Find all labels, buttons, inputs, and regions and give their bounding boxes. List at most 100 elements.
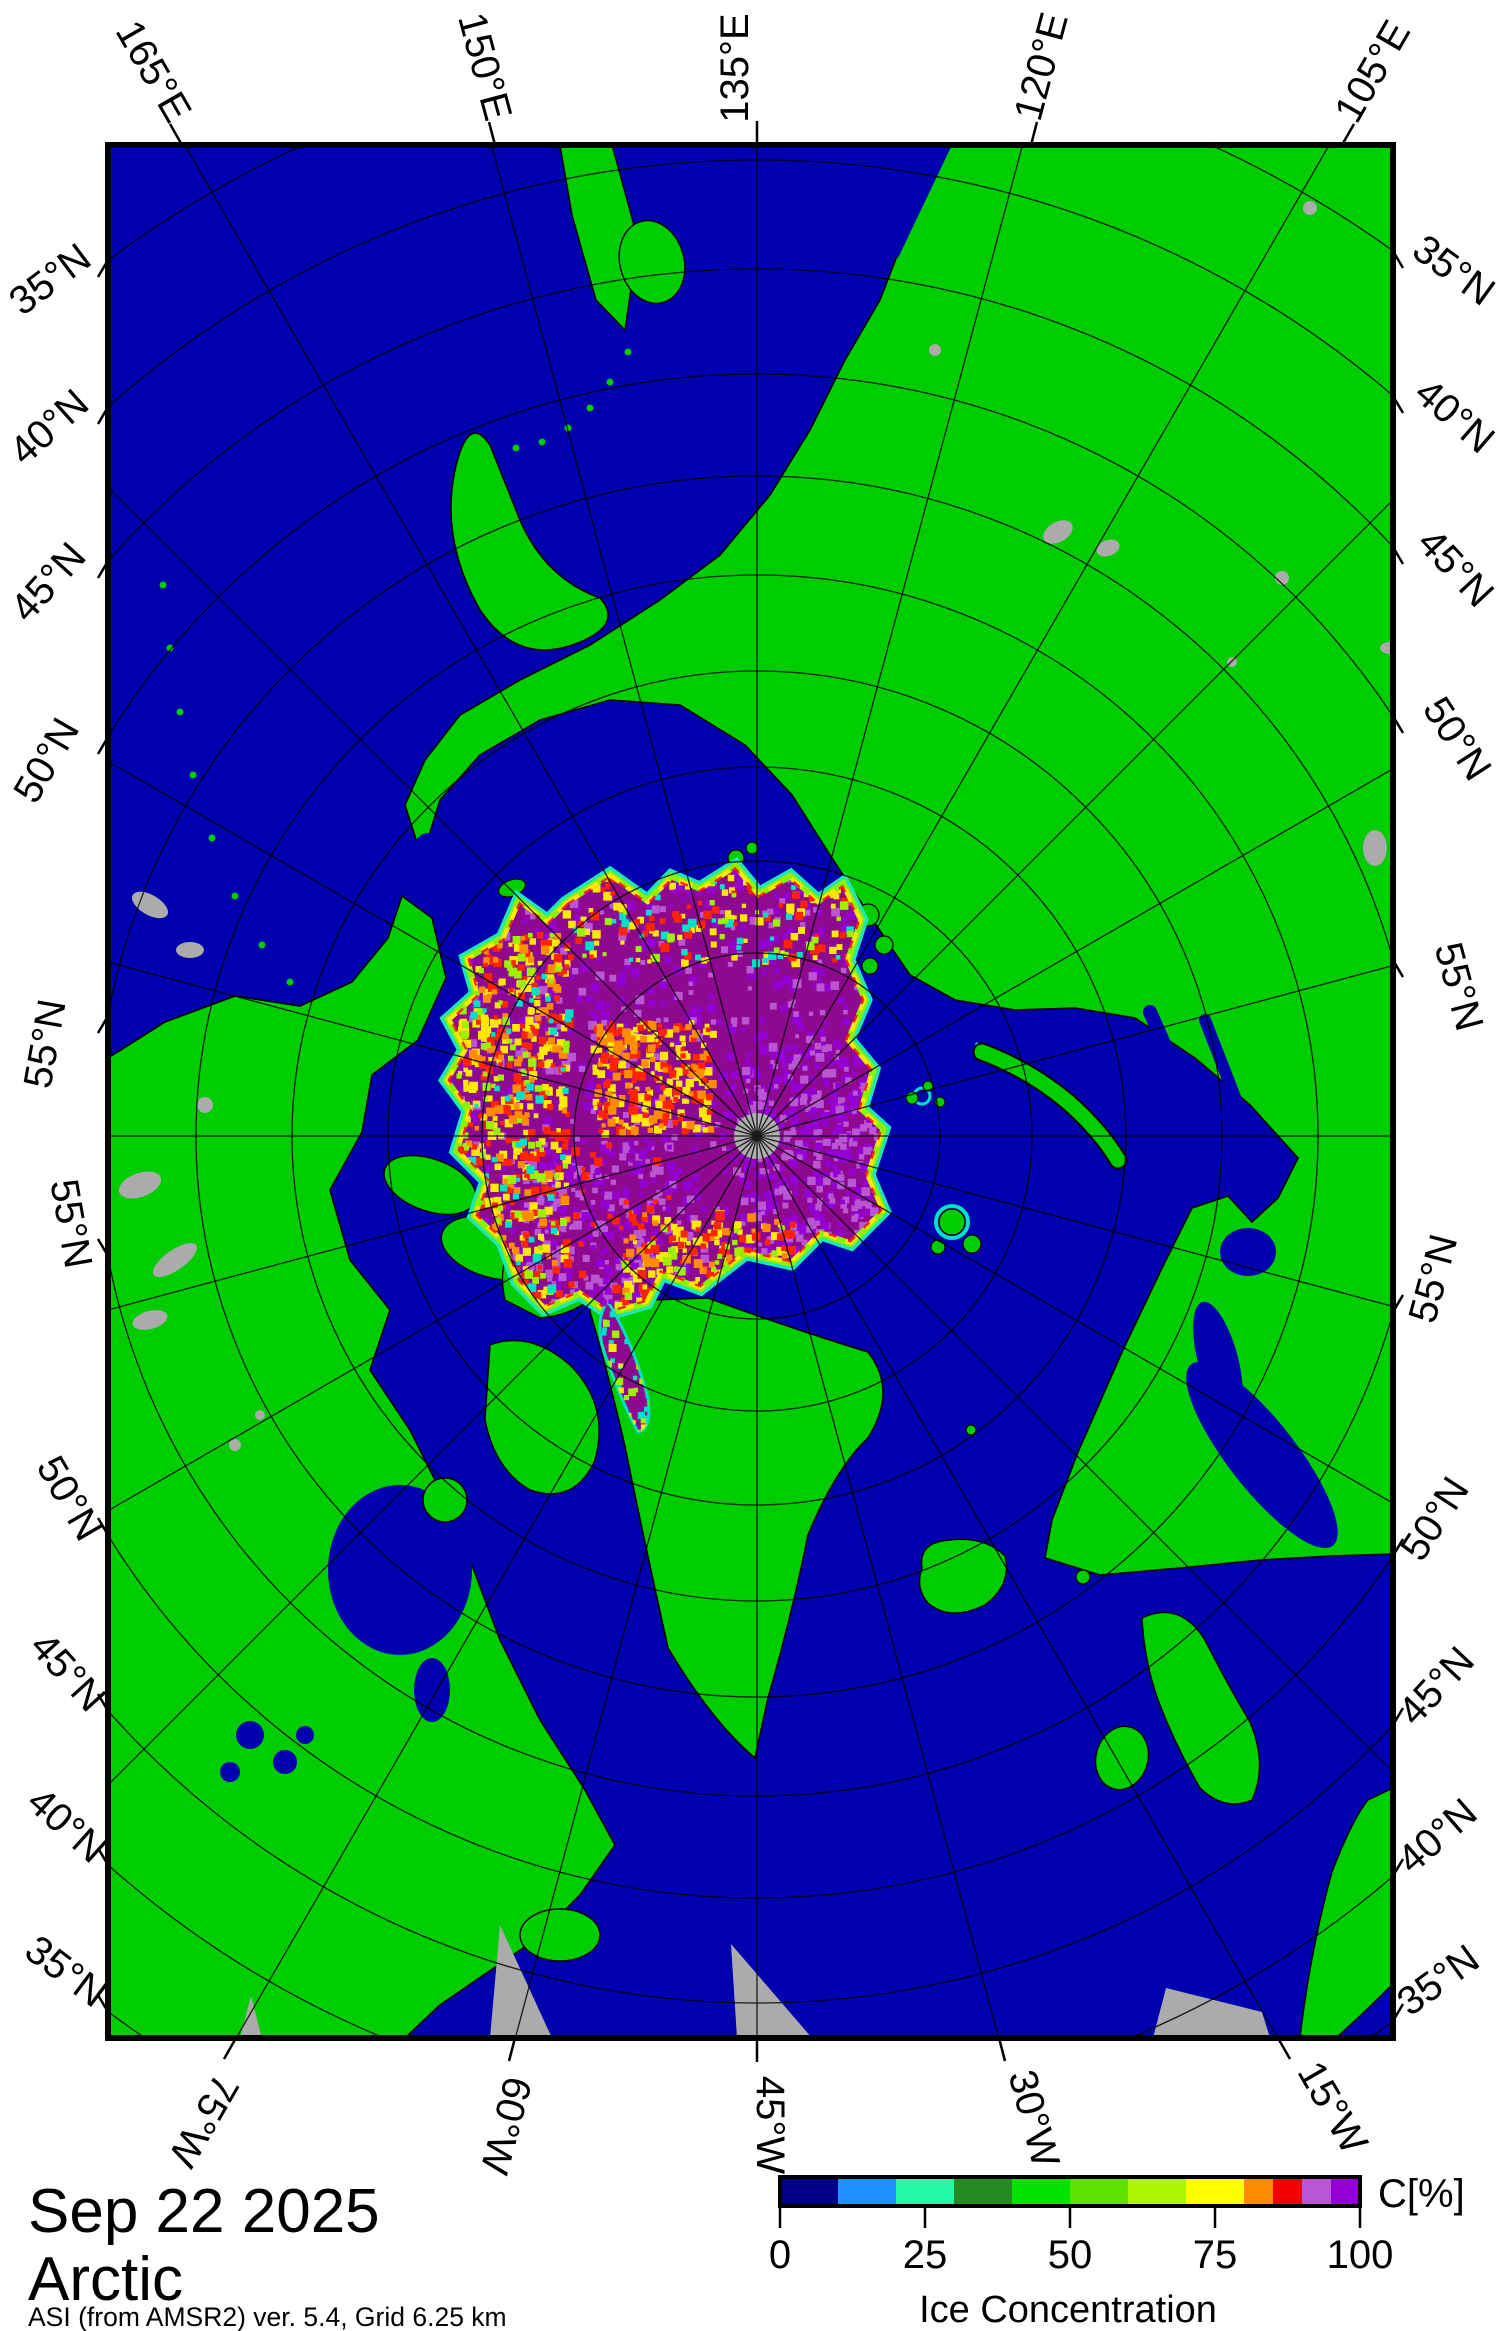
ice-speckle bbox=[772, 935, 780, 943]
ice-speckle bbox=[530, 913, 536, 920]
ice-speckle bbox=[506, 1159, 513, 1166]
ice-speckle bbox=[624, 1274, 630, 1279]
ice-speckle bbox=[794, 911, 804, 921]
attribution-text: ASI (from AMSR2) ver. 5.4, Grid 6.25 km bbox=[28, 2302, 507, 2331]
ice-speckle bbox=[848, 1137, 858, 1147]
ice-speckle bbox=[712, 906, 720, 914]
ice-speckle bbox=[539, 1147, 545, 1152]
ice-speckle bbox=[829, 946, 837, 955]
ice-speckle bbox=[639, 1238, 645, 1244]
ice-speckle bbox=[665, 1206, 672, 1212]
ice-speckle bbox=[791, 1117, 800, 1126]
ice-speckle bbox=[791, 1082, 801, 1092]
ice-speckle bbox=[588, 1021, 597, 1030]
ice-speckle bbox=[542, 1060, 550, 1069]
ice-speckle bbox=[622, 1052, 630, 1060]
ice-speckle bbox=[544, 1206, 553, 1215]
ice-speckle bbox=[480, 1200, 485, 1205]
ice-speckle bbox=[716, 1019, 723, 1026]
ice-speckle bbox=[790, 885, 796, 891]
ice-speckle bbox=[536, 931, 544, 939]
ice-speckle bbox=[604, 883, 611, 889]
ice-speckle bbox=[815, 1100, 824, 1109]
ice-speckle bbox=[842, 1106, 850, 1114]
ice-speckle bbox=[793, 1011, 799, 1017]
ice-speckle bbox=[752, 959, 761, 968]
ice-speckle bbox=[642, 1284, 648, 1290]
ice-speckle bbox=[608, 1299, 614, 1305]
ice-speckle bbox=[671, 1134, 678, 1141]
ice-speckle bbox=[516, 1103, 524, 1110]
ice-speckle bbox=[529, 997, 535, 1003]
ice-speckle bbox=[495, 1153, 504, 1162]
ice-speckle bbox=[483, 1072, 488, 1077]
ice-speckle bbox=[699, 1267, 707, 1275]
ice-speckle bbox=[596, 1292, 604, 1300]
ice-speckle bbox=[781, 1062, 787, 1069]
ice-speckle bbox=[688, 1071, 695, 1079]
ice-speckle bbox=[632, 1206, 641, 1215]
ice-speckle bbox=[796, 1234, 804, 1242]
ice-speckle bbox=[663, 1064, 673, 1074]
ice-speckle bbox=[602, 1277, 611, 1285]
ice-speckle bbox=[610, 1098, 619, 1107]
ice-speckle bbox=[590, 983, 600, 993]
ice-speckle bbox=[765, 1244, 772, 1251]
ice-speckle bbox=[680, 1063, 686, 1069]
meridian-line bbox=[756, 1135, 1393, 1504]
lon-label: 135°E bbox=[713, 13, 757, 122]
ice-speckle bbox=[653, 1157, 662, 1166]
ice-speckle bbox=[544, 1170, 553, 1180]
ice-speckle bbox=[655, 1100, 663, 1109]
ice-speckle bbox=[468, 957, 474, 963]
ice-speckle bbox=[484, 973, 493, 982]
ice-speckle bbox=[680, 1230, 688, 1238]
meridian-line bbox=[756, 1135, 1279, 2038]
ice-speckle bbox=[662, 1067, 669, 1073]
faroe-islands bbox=[1075, 1569, 1091, 1585]
ice-speckle bbox=[526, 1093, 533, 1101]
ice-speckle bbox=[685, 967, 692, 974]
ice-speckle bbox=[550, 1227, 558, 1235]
ice-speckle bbox=[495, 1046, 501, 1051]
ice-speckle bbox=[773, 947, 780, 953]
ice-speckle bbox=[572, 1212, 580, 1220]
ice-speckle bbox=[656, 1018, 661, 1023]
ice-speckle bbox=[814, 1042, 822, 1050]
ice-speckle bbox=[863, 1178, 871, 1186]
ice-speckle bbox=[528, 1141, 536, 1149]
ice-speckle bbox=[544, 1041, 552, 1049]
ice-speckle bbox=[516, 1273, 523, 1280]
ice-speckle bbox=[479, 1083, 484, 1089]
ice-speckle bbox=[619, 1225, 624, 1230]
ice-speckle bbox=[616, 1023, 624, 1031]
ice-speckle bbox=[548, 1018, 554, 1024]
ice-speckle bbox=[655, 1085, 662, 1092]
ice-speckle bbox=[824, 984, 832, 992]
ice-speckle bbox=[601, 1019, 608, 1026]
ice-speckle bbox=[578, 1241, 584, 1247]
ice-speckle bbox=[600, 1010, 610, 1020]
ice-speckle bbox=[498, 1062, 503, 1067]
ice-speckle bbox=[781, 1176, 787, 1182]
svalbard bbox=[962, 1234, 982, 1254]
ice-speckle bbox=[873, 1133, 880, 1141]
tick-35n-right bbox=[1391, 2003, 1405, 2022]
ice-speckle bbox=[747, 1051, 753, 1058]
meridian-line bbox=[756, 499, 1393, 1137]
ice-speckle bbox=[658, 1198, 666, 1205]
ice-speckle bbox=[541, 1083, 549, 1091]
ice-speckle bbox=[801, 1107, 807, 1113]
ice-speckle bbox=[646, 1266, 653, 1272]
ice-speckle bbox=[571, 1187, 576, 1192]
ice-speckle bbox=[647, 1044, 656, 1053]
ice-speckle bbox=[630, 1269, 637, 1276]
ice-speckle bbox=[663, 1017, 669, 1023]
iceland bbox=[918, 1538, 1008, 1614]
ice-speckle bbox=[652, 1199, 658, 1205]
ice-speckle bbox=[556, 1128, 561, 1133]
ice-speckle bbox=[731, 870, 740, 879]
ice-speckle bbox=[714, 1260, 720, 1265]
ice-speckle bbox=[741, 1221, 746, 1226]
ice-speckle bbox=[655, 1254, 664, 1263]
